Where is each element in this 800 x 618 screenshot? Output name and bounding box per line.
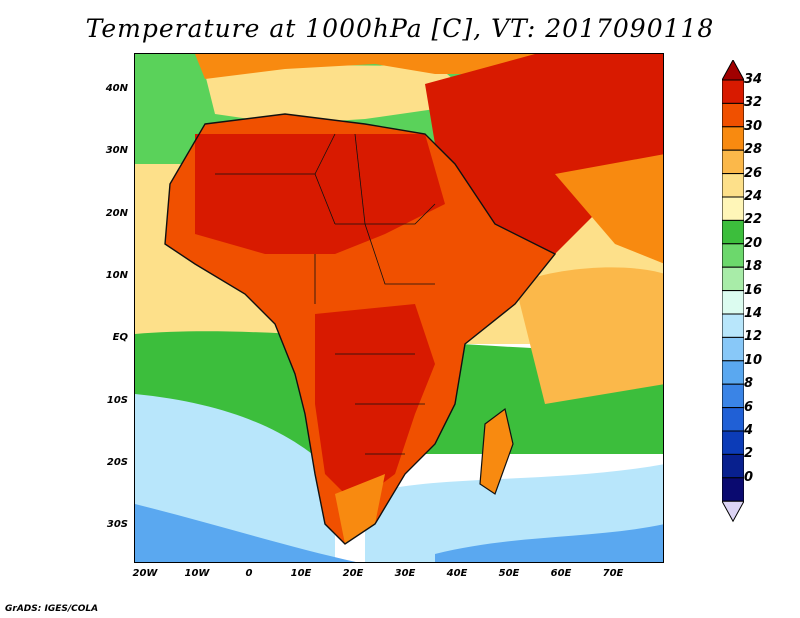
latitude-label: 10N	[105, 270, 128, 281]
colorbar-segment	[722, 149, 744, 175]
cape-region	[335, 474, 385, 544]
colorbar-segment	[722, 102, 744, 128]
madagascar	[480, 409, 513, 494]
longitude-label: 20E	[342, 568, 364, 579]
map-canvas	[135, 54, 663, 562]
colorbar	[722, 60, 744, 523]
colorbar-segment	[722, 430, 744, 455]
southern-europe	[195, 54, 535, 79]
colorbar-segment	[722, 477, 744, 502]
colorbar-segment	[722, 243, 744, 268]
latitude-label: 30N	[105, 145, 128, 156]
ocean-far-south-west	[135, 504, 356, 562]
country-border	[314, 133, 336, 175]
colorbar-label: 22	[744, 212, 763, 228]
colorbar-segment	[722, 313, 744, 338]
colorbar-label: 6	[744, 399, 754, 415]
colorbar-bottom-arrow	[722, 500, 744, 523]
colorbar-segment	[722, 360, 744, 385]
colorbar-segment	[722, 79, 744, 104]
latitude-label: 20S	[106, 457, 128, 468]
longitude-label: 70E	[602, 568, 624, 579]
south-asia	[555, 154, 663, 264]
colorbar-segment	[722, 453, 744, 479]
latitude-label: 10S	[106, 395, 128, 406]
latitude-label: EQ	[112, 332, 128, 343]
colorbar-segment	[722, 266, 744, 292]
colorbar-segment	[722, 219, 744, 245]
colorbar-label: 0	[744, 469, 754, 485]
longitude-label: 30E	[394, 568, 416, 579]
colorbar-label: 2	[744, 446, 754, 462]
longitude-label: 0	[245, 568, 253, 579]
longitude-label: 20W	[132, 568, 158, 579]
colorbar-label: 28	[744, 142, 763, 158]
colorbar-label: 4	[744, 423, 754, 438]
mediterranean-sea	[205, 64, 465, 124]
temperature-map	[134, 53, 664, 563]
africa-coastline	[164, 113, 557, 545]
colorbar-label: 14	[744, 306, 763, 321]
longitude-label: 10W	[184, 568, 210, 579]
colorbar-segment	[722, 290, 744, 315]
colorbar-label: 12	[744, 329, 763, 345]
colorbar-segment	[722, 407, 744, 432]
colorbar-segment	[722, 383, 744, 409]
colorbar-label: 8	[744, 376, 754, 392]
footer-credit: GrADS: IGES/COLA	[5, 604, 99, 614]
country-border	[364, 223, 435, 285]
colorbar-segment	[722, 196, 744, 221]
latitude-label: 40N	[105, 83, 128, 94]
colorbar-label: 20	[744, 235, 763, 251]
colorbar-segment	[722, 126, 744, 151]
latitude-label: 30S	[106, 519, 128, 530]
colorbar-label: 24	[744, 189, 763, 204]
country-border	[335, 203, 436, 225]
colorbar-label: 32	[744, 95, 763, 111]
colorbar-label: 34	[744, 72, 763, 87]
latitude-label: 20N	[105, 208, 128, 219]
colorbar-segment	[722, 336, 744, 362]
madagascar-coastline	[479, 407, 514, 495]
arabian-sea-warm	[515, 267, 663, 404]
country-border	[354, 133, 366, 225]
longitude-label: 50E	[498, 568, 520, 579]
colorbar-label: 18	[744, 259, 763, 275]
colorbar-label: 26	[744, 165, 763, 181]
longitude-label: 60E	[550, 568, 572, 579]
ocean-far-south-east	[435, 524, 663, 562]
colorbar-label: 10	[744, 352, 763, 368]
longitude-label: 40E	[446, 568, 468, 579]
colorbar-top-arrow	[722, 60, 744, 81]
colorbar-label: 30	[744, 118, 763, 134]
chart-title: Temperature at 1000hPa [C], VT: 20170901…	[85, 14, 715, 43]
colorbar-segment	[722, 173, 744, 198]
colorbar-label: 16	[744, 282, 763, 298]
longitude-label: 10E	[290, 568, 312, 579]
